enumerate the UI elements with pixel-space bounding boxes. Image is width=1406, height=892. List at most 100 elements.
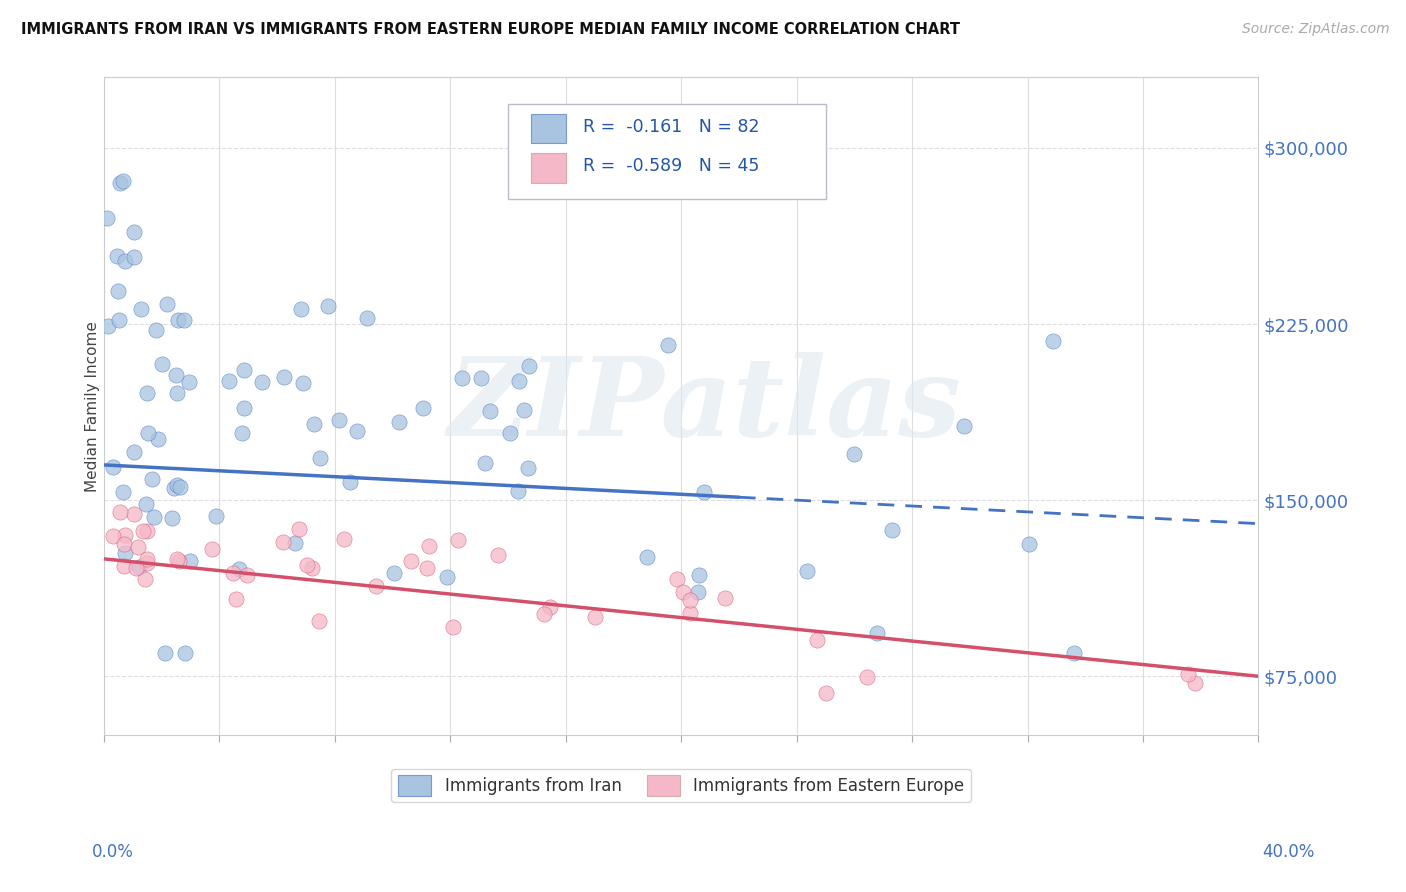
Point	[806, 633, 828, 648]
Point	[273, 369, 295, 384]
Point	[128, 560, 150, 574]
Point	[105, 249, 128, 263]
Point	[283, 536, 305, 550]
Point	[1177, 666, 1199, 681]
Point	[309, 450, 332, 465]
FancyBboxPatch shape	[508, 103, 825, 199]
Point	[135, 556, 157, 570]
Point	[179, 554, 201, 568]
Point	[122, 507, 145, 521]
Point	[222, 566, 245, 580]
Point	[686, 585, 709, 599]
Point	[166, 478, 188, 492]
Text: Source: ZipAtlas.com: Source: ZipAtlas.com	[1241, 22, 1389, 37]
Point	[163, 481, 186, 495]
Point	[346, 425, 368, 439]
Point	[129, 302, 152, 317]
Point	[318, 299, 340, 313]
Point	[333, 532, 356, 546]
Point	[866, 626, 889, 640]
Point	[114, 546, 136, 560]
Point	[713, 591, 735, 606]
Point	[499, 425, 522, 440]
Point	[112, 484, 135, 499]
Point	[679, 607, 702, 621]
Point	[169, 480, 191, 494]
FancyBboxPatch shape	[531, 113, 565, 144]
Point	[101, 460, 124, 475]
Point	[339, 475, 361, 490]
Point	[474, 456, 496, 470]
Point	[478, 404, 501, 418]
Point	[145, 323, 167, 337]
Point	[148, 432, 170, 446]
Point	[692, 485, 714, 500]
Point	[166, 552, 188, 566]
Point	[205, 509, 228, 524]
Point	[110, 505, 132, 519]
Point	[231, 426, 253, 441]
Point	[201, 542, 224, 557]
Point	[416, 561, 439, 575]
Point	[519, 359, 541, 373]
Point	[1042, 334, 1064, 349]
FancyBboxPatch shape	[531, 153, 565, 183]
Point	[364, 579, 387, 593]
Text: IMMIGRANTS FROM IRAN VS IMMIGRANTS FROM EASTERN EUROPE MEDIAN FAMILY INCOME CORR: IMMIGRANTS FROM IRAN VS IMMIGRANTS FROM …	[21, 22, 960, 37]
Point	[127, 540, 149, 554]
Point	[328, 413, 350, 427]
Point	[112, 174, 135, 188]
Point	[153, 646, 176, 660]
Point	[124, 561, 146, 575]
Point	[508, 374, 530, 388]
Point	[114, 528, 136, 542]
Point	[141, 472, 163, 486]
Point	[124, 445, 146, 459]
Point	[135, 385, 157, 400]
Point	[166, 386, 188, 401]
Point	[665, 573, 688, 587]
Legend: Immigrants from Iran, Immigrants from Eastern Europe: Immigrants from Iran, Immigrants from Ea…	[391, 769, 972, 802]
Point	[122, 225, 145, 239]
Point	[953, 419, 976, 434]
Point	[486, 548, 509, 562]
Point	[107, 284, 129, 298]
Point	[112, 537, 135, 551]
Point	[688, 567, 710, 582]
Point	[225, 592, 247, 607]
Point	[96, 211, 118, 226]
Point	[97, 319, 120, 334]
Point	[138, 426, 160, 441]
Point	[288, 522, 311, 536]
Point	[174, 646, 197, 660]
Point	[399, 553, 422, 567]
Point	[1063, 646, 1085, 660]
Point	[301, 560, 323, 574]
Point	[167, 554, 190, 568]
Point	[506, 484, 529, 499]
Point	[814, 686, 837, 700]
Point	[382, 566, 405, 580]
Point	[143, 509, 166, 524]
Point	[236, 568, 259, 582]
Point	[880, 523, 903, 537]
Point	[165, 368, 187, 383]
Point	[135, 497, 157, 511]
Point	[136, 552, 159, 566]
Point	[167, 313, 190, 327]
Point	[516, 460, 538, 475]
Point	[356, 311, 378, 326]
Text: R =  -0.589   N = 45: R = -0.589 N = 45	[583, 157, 759, 175]
Y-axis label: Median Family Income: Median Family Income	[86, 321, 100, 491]
Point	[233, 401, 256, 415]
Point	[114, 254, 136, 268]
Point	[304, 417, 326, 432]
Point	[108, 312, 131, 326]
Point	[388, 415, 411, 429]
Point	[672, 585, 695, 599]
Point	[441, 620, 464, 634]
Text: 0.0%: 0.0%	[91, 843, 134, 861]
Point	[295, 558, 318, 572]
Point	[228, 562, 250, 576]
Point	[679, 593, 702, 607]
